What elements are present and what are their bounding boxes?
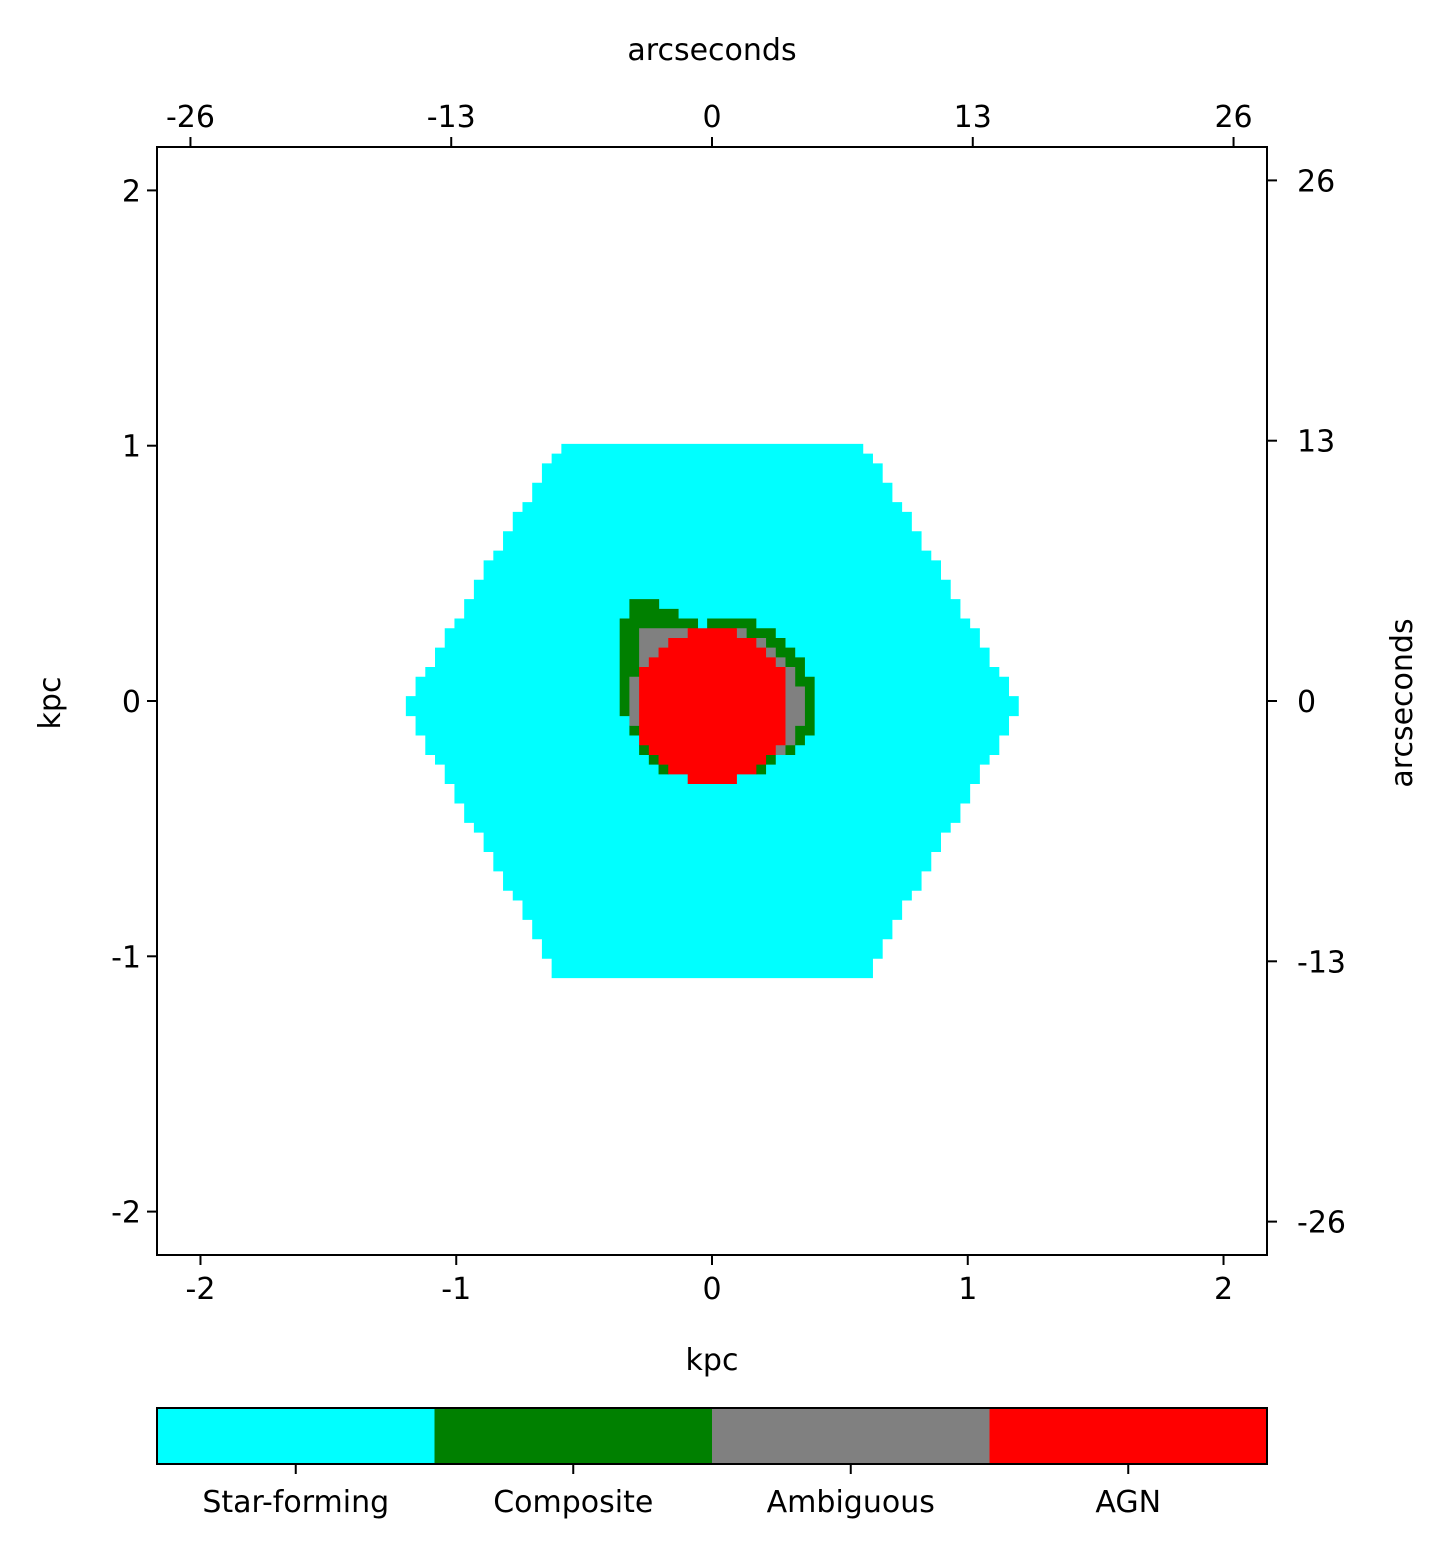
map-region-ambiguous bbox=[629, 628, 805, 755]
y-tick-label: -1 bbox=[111, 940, 141, 975]
x-top-tick-label: -13 bbox=[427, 100, 476, 135]
y-right-tick-label: -13 bbox=[1297, 945, 1346, 980]
map-region-agn bbox=[639, 628, 786, 785]
y-axis-right-label: arcseconds bbox=[1385, 618, 1420, 787]
y-right-tick-label: 26 bbox=[1297, 164, 1335, 199]
x-top-tick-label: 0 bbox=[702, 100, 721, 135]
y-axis-label: kpc bbox=[33, 677, 68, 730]
x-tick-label: 1 bbox=[958, 1272, 977, 1307]
colorbar-label: Composite bbox=[493, 1485, 653, 1520]
y-tick-label: 1 bbox=[122, 430, 141, 465]
colorbar-label: AGN bbox=[1095, 1485, 1161, 1520]
colorbar: Star-forming Composite Ambiguous AGN bbox=[156, 1407, 1268, 1520]
colorbar-swatch-composite bbox=[434, 1408, 713, 1464]
x-tick-label: -1 bbox=[441, 1272, 471, 1307]
x-axis-top-label: arcseconds bbox=[627, 33, 796, 68]
colorbar-label: Ambiguous bbox=[767, 1485, 935, 1520]
colorbar-swatch-agn bbox=[989, 1408, 1268, 1464]
x-tick-label: 0 bbox=[702, 1272, 721, 1307]
x-axis-label: kpc bbox=[686, 1343, 739, 1378]
classification-map-pixels bbox=[405, 443, 1019, 979]
x-top-tick-label: 26 bbox=[1214, 100, 1252, 135]
y-tick-label: 2 bbox=[122, 174, 141, 209]
y-right-tick-label: 13 bbox=[1297, 425, 1335, 460]
y-axis-right-ticks: -26 -13 0 13 26 bbox=[1267, 164, 1346, 1241]
x-top-tick-label: -26 bbox=[166, 100, 215, 135]
colorbar-frame bbox=[156, 1407, 1268, 1465]
y-right-tick-label: 0 bbox=[1297, 685, 1316, 720]
colorbar-swatch-ambiguous bbox=[712, 1408, 990, 1464]
x-tick-label: -2 bbox=[186, 1272, 216, 1307]
y-axis-left-ticks: -2 -1 0 1 2 bbox=[111, 174, 157, 1231]
x-top-tick-label: 13 bbox=[954, 100, 992, 135]
y-right-tick-label: -26 bbox=[1297, 1206, 1346, 1241]
x-tick-label: 2 bbox=[1214, 1272, 1233, 1307]
x-axis-bottom-ticks: -2 -1 0 1 2 bbox=[186, 1255, 1233, 1307]
x-axis-top-ticks: -26 -13 0 13 26 bbox=[166, 100, 1253, 147]
y-tick-label: 0 bbox=[122, 685, 141, 720]
colorbar-label: Star-forming bbox=[202, 1485, 389, 1520]
colorbar-swatch-star-forming bbox=[157, 1408, 435, 1464]
y-tick-label: -2 bbox=[111, 1196, 141, 1231]
map-region-star-forming bbox=[405, 443, 1019, 979]
